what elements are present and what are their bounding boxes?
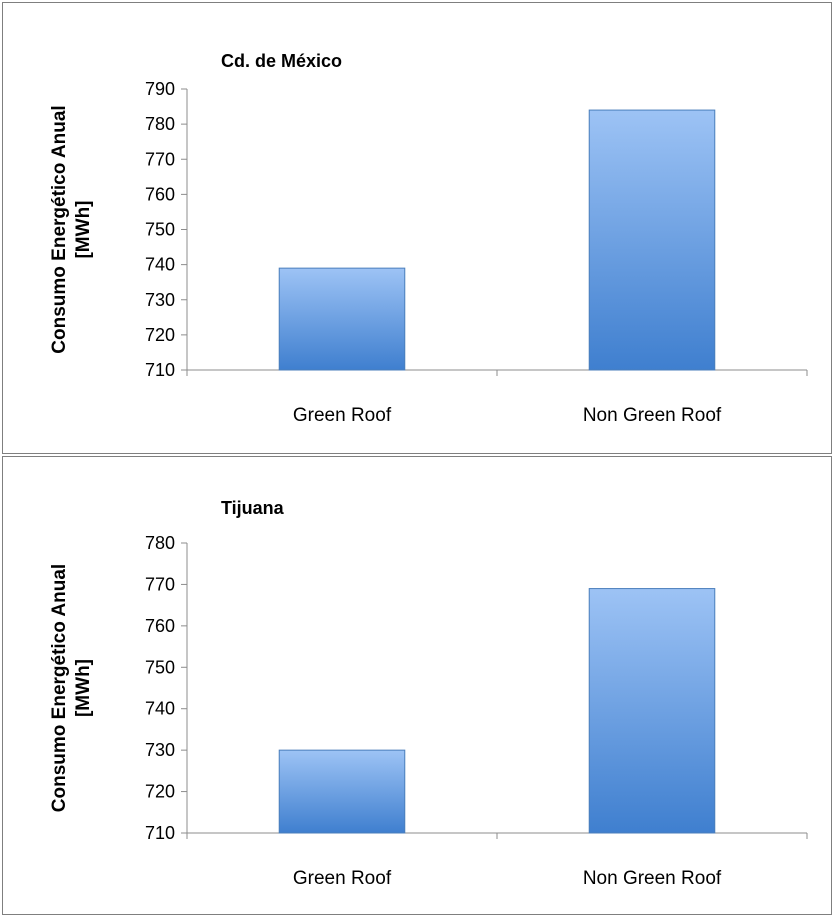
x-category-label: Non Green Roof [583,405,722,426]
bar-tijuana-non-green-roof [588,588,716,834]
y-axis-title: Consumo Energético Anual [MWh] [49,564,94,812]
y-tick-label: 730 [145,740,175,760]
chart-panel-mexico: Cd. de México Consumo Energético Anual [MW… [2,2,832,454]
y-tick-label: 710 [145,823,175,843]
bar-mexico-green-roof [278,267,406,371]
y-tick-label: 780 [145,114,175,134]
bar-chart-tijuana: Tijuana Consumo Energético Anual [MWh] 710 7… [49,498,808,889]
y-tick-label: 720 [145,325,175,345]
y-tick-label: 790 [145,79,175,99]
y-axis-title-line: [MWh] [73,659,94,717]
y-axis-title-line: [MWh] [73,200,94,258]
y-tick-label: 760 [145,184,175,204]
x-category-label: Green Roof [293,868,392,889]
bar-mexico-non-green-roof [588,109,716,371]
chart-panel-tijuana: Tijuana Consumo Energético Anual [MWh] 710 7… [2,456,832,915]
chart-title: Tijuana [221,498,285,518]
y-tick-label: 750 [145,657,175,677]
y-axis-title: Consumo Energético Anual [MWh] [49,105,94,353]
y-tick-label: 720 [145,782,175,802]
chart-title: Cd. de México [221,51,342,71]
y-tick-label: 770 [145,574,175,594]
y-axis-title-line: Consumo Energético Anual [49,564,70,812]
y-axis-title-line: Consumo Energético Anual [49,105,70,353]
x-category-label: Green Roof [293,405,392,426]
x-category-label: Non Green Roof [583,868,722,889]
y-tick-label: 730 [145,290,175,310]
y-tick-label: 760 [145,616,175,636]
y-tick-label: 740 [145,255,175,275]
y-tick-label: 740 [145,699,175,719]
bar-tijuana-green-roof [278,749,406,834]
y-tick-label: 770 [145,149,175,169]
y-tick-label: 710 [145,360,175,380]
bar-chart-mexico: Cd. de México Consumo Energético Anual [MW… [49,51,808,426]
y-tick-label: 780 [145,533,175,553]
y-tick-label: 750 [145,220,175,240]
